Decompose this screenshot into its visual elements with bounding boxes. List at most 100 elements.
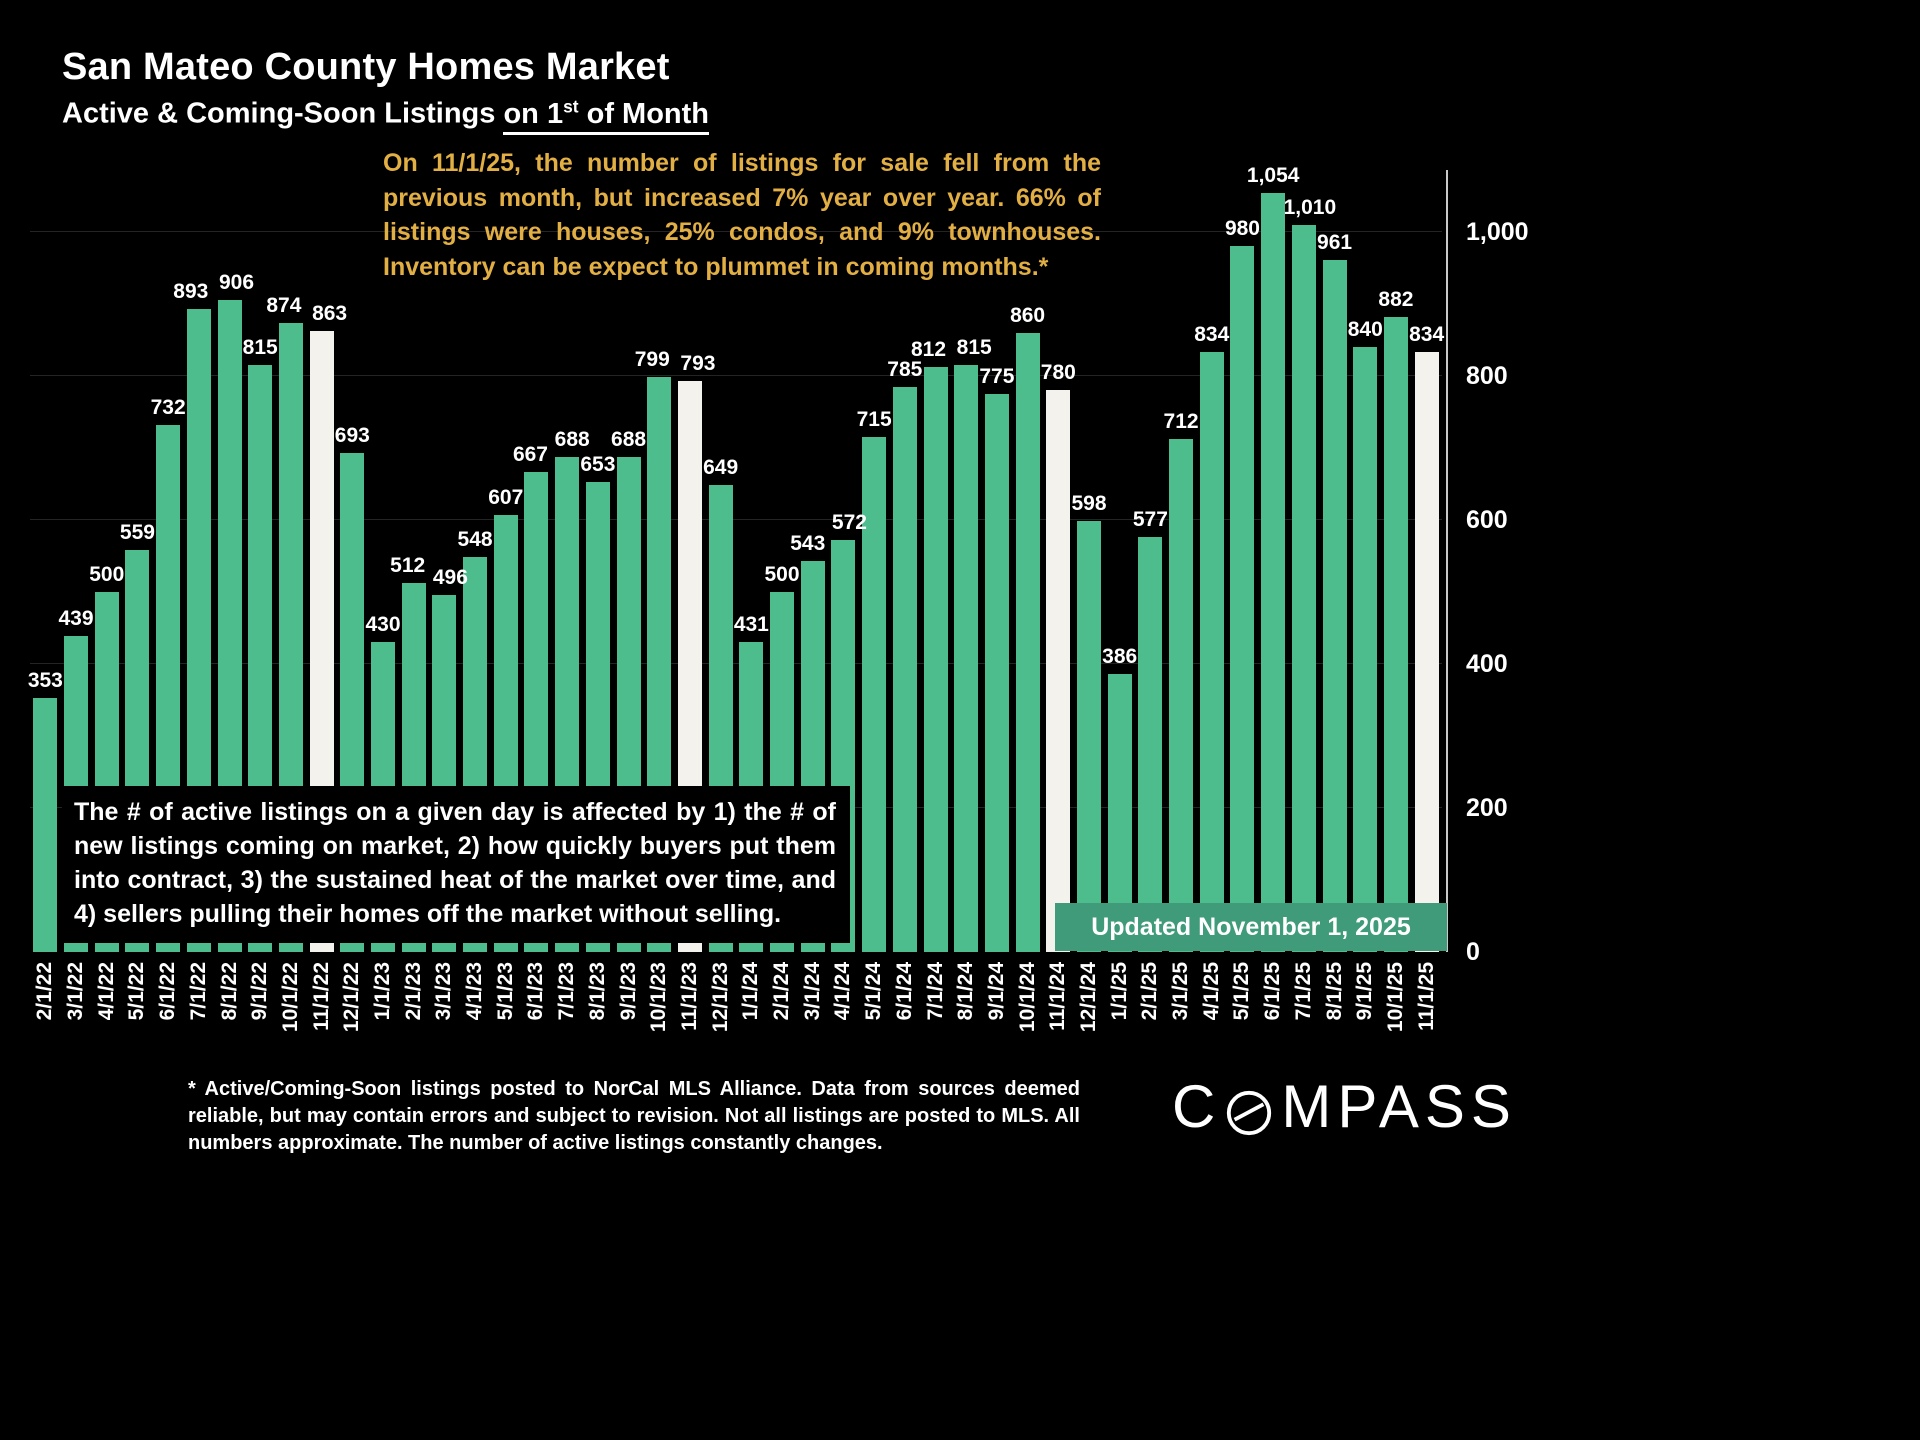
bar-6/1/25 [1261, 193, 1286, 952]
x-axis-label: 9/1/24 [984, 962, 1008, 1021]
explanation-box: The # of active listings on a given day … [62, 786, 850, 943]
bar-value-label: 1,054 [1246, 164, 1300, 188]
bar-value-label: 496 [432, 565, 468, 589]
x-axis-label: 5/1/24 [862, 962, 886, 1021]
x-axis-label: 10/1/22 [278, 962, 302, 1033]
bar-10/1/24 [1015, 332, 1040, 952]
bar-value-label: 906 [218, 270, 255, 294]
bar-3/1/25 [1169, 439, 1194, 952]
bar-value-label: 559 [119, 520, 155, 544]
bar-value-label: 649 [703, 455, 739, 479]
y-axis: 0 200 400 600 800 1,000 [1446, 170, 1558, 966]
y-axis-tick-label: 1,000 [1466, 218, 1529, 246]
x-axis-label: 2/1/25 [1138, 962, 1162, 1021]
bar-2/1/25 [1138, 536, 1163, 952]
bar-value-label: 688 [554, 427, 590, 451]
x-axis-label: 2/1/24 [770, 962, 794, 1021]
bar-value-label: 732 [150, 395, 186, 419]
x-axis-label: 2/1/22 [33, 962, 57, 1021]
bar-value-label: 815 [956, 336, 992, 360]
logo-text-before-o: C [1172, 1073, 1222, 1140]
bar-value-label: 780 [1040, 361, 1076, 385]
bar-value-label: 386 [1102, 645, 1138, 669]
x-axis-label: 4/1/24 [831, 962, 855, 1021]
bar-value-label: 834 [1194, 322, 1230, 346]
bar-9/1/25 [1353, 347, 1378, 952]
x-axis-label: 7/1/25 [1291, 962, 1315, 1021]
bar-value-label: 893 [173, 280, 209, 304]
x-axis-label: 4/1/22 [94, 962, 118, 1021]
x-axis-label: 8/1/25 [1322, 962, 1346, 1021]
x-axis-label: 3/1/22 [64, 962, 88, 1021]
x-axis-label: 8/1/22 [217, 962, 241, 1021]
bar-10/1/25 [1383, 316, 1408, 952]
x-axis-label: 3/1/23 [432, 962, 456, 1021]
compass-o-icon [1224, 1083, 1274, 1135]
x-axis-label: 7/1/22 [186, 962, 210, 1021]
bar-4/1/25 [1199, 351, 1224, 952]
bar-value-label: 693 [334, 424, 370, 448]
y-axis-tick-label: 200 [1466, 794, 1508, 822]
x-axis-label: 10/1/24 [1015, 962, 1039, 1033]
bar-value-label: 961 [1317, 231, 1353, 255]
subtitle-prefix: Active & Coming-Soon Listings [62, 97, 504, 130]
x-axis-label: 1/1/24 [739, 962, 763, 1021]
x-axis-label: 7/1/24 [923, 962, 947, 1021]
x-axis-label: 10/1/25 [1383, 962, 1407, 1033]
bar-value-label: 543 [790, 532, 826, 556]
subtitle-underline-post: of Month [578, 97, 710, 130]
x-axis-label: 1/1/23 [371, 962, 394, 1021]
bar-value-label: 775 [979, 365, 1015, 388]
bar-value-label: 874 [266, 293, 302, 317]
bar-9/1/24 [984, 394, 1009, 952]
y-axis-tick-label: 800 [1466, 362, 1508, 390]
x-axis-label: 7/1/23 [555, 962, 579, 1021]
bar-value-label: 598 [1071, 492, 1107, 516]
bar-value-label: 785 [887, 357, 923, 381]
x-axis-label: 9/1/23 [616, 962, 640, 1021]
updated-banner: Updated November 1, 2025 [1055, 903, 1447, 951]
bar-value-label: 688 [611, 427, 647, 451]
chart-subtitle: Active & Coming-Soon Listings on 1st of … [62, 96, 710, 135]
bar-6/1/24 [892, 386, 917, 952]
bar-value-label: 840 [1347, 318, 1383, 342]
bar-value-label: 439 [58, 606, 94, 630]
x-axis: 2/1/22 3/1/22 4/1/22 5/1/22 6/1/22 7/1/22 8/1/… [30, 952, 1442, 1084]
gridline [30, 231, 1442, 232]
x-axis-label: 10/1/23 [647, 962, 671, 1033]
bar-value-label: 667 [512, 442, 548, 466]
x-axis-label: 6/1/25 [1261, 962, 1285, 1021]
x-axis-label: 3/1/25 [1169, 962, 1193, 1021]
gridline [30, 375, 1442, 376]
bar-value-label: 715 [856, 408, 892, 432]
x-axis-label: 12/1/24 [1077, 962, 1100, 1033]
x-axis-label: 8/1/23 [585, 962, 609, 1021]
x-axis-label: 9/1/25 [1353, 962, 1377, 1021]
x-axis-label: 4/1/25 [1199, 962, 1223, 1021]
bar-value-label: 815 [242, 336, 278, 360]
x-axis-label: 11/1/24 [1046, 962, 1070, 1031]
x-axis-label: 6/1/24 [892, 962, 916, 1021]
bar-value-label: 860 [1010, 303, 1046, 327]
gridline [30, 519, 1442, 520]
bar-value-label: 980 [1224, 217, 1260, 241]
footnote: * Active/Coming-Soon listings posted to … [188, 1078, 1080, 1154]
x-axis-label: 11/1/23 [677, 962, 701, 1031]
bar-value-label: 577 [1132, 507, 1168, 531]
bar-value-label: 1,010 [1283, 195, 1337, 219]
x-axis-label: 11/1/25 [1414, 962, 1438, 1031]
bar-value-label: 353 [27, 668, 63, 692]
bar-12/1/24 [1077, 521, 1101, 952]
subtitle-underlined: on 1st of Month [503, 96, 710, 135]
logo-text-after-o: MPASS [1281, 1073, 1517, 1140]
bar-5/1/24 [862, 437, 887, 952]
bar-value-label: 712 [1163, 410, 1199, 434]
x-axis-label: 6/1/23 [524, 962, 548, 1021]
bar-value-label: 812 [910, 338, 947, 362]
compass-logo: C MPASS [1172, 1072, 1517, 1141]
x-axis-label: 9/1/22 [248, 962, 272, 1021]
bar-value-label: 799 [634, 347, 670, 371]
bar-7/1/24 [923, 367, 948, 952]
y-axis-tick-label: 600 [1466, 506, 1508, 534]
